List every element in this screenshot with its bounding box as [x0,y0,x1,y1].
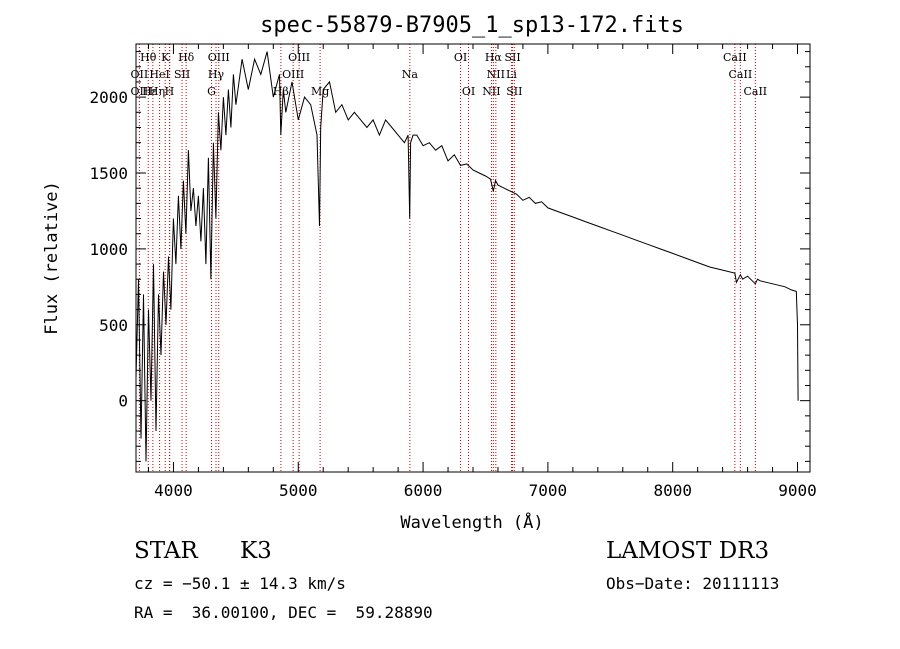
line-label-Hη: Hη [149,85,165,98]
object-class: STAR [134,538,198,564]
object-subclass: K3 [240,538,272,564]
line-label-SII: SII [174,68,190,81]
spectral-line-markers [138,44,756,472]
y-tick-label: 1000 [89,240,128,259]
x-tick-label: 7000 [529,481,568,500]
line-label-K: K [161,51,170,64]
flux-series-line [135,51,799,462]
x-tick-label: 9000 [778,481,817,500]
line-label-H: H [165,85,175,98]
line-label-Hα: Hα [485,51,503,64]
line-label-Na: Na [402,68,419,81]
line-label-Mg: Mg [311,85,329,98]
x-axis-ticks: 4000 5000 6000 7000 8000 9000 [147,44,817,500]
line-label-CaII: CaII [723,51,747,64]
x-tick-label: 6000 [404,481,443,500]
line-label-SII: SII [506,85,522,98]
line-label-OII: OII [131,85,149,98]
line-label-Li: Li [506,68,517,81]
coordinates: RA = 36.00100, DEC = 59.28890 [134,603,433,622]
line-label-OI: OI [462,85,475,98]
line-label-Hε: Hε [142,85,158,98]
y-tick-label: 1500 [89,164,128,183]
line-label-NII: NII [487,68,505,81]
x-tick-label: 4000 [154,481,193,500]
line-label-CaII: CaII [729,68,753,81]
plot-frame [135,43,811,473]
y-axis-ticks: 0 500 1000 1500 2000 [89,51,810,462]
x-axis-label: Wavelength (Å) [400,511,543,533]
line-label-G: G [207,85,216,98]
x-tick-label: 8000 [653,481,692,500]
chart-title: spec-55879-B7905_1_sp13-172.fits [260,13,684,38]
y-axis-label: Flux (relative) [42,181,62,335]
line-label-OIII: OIII [282,68,304,81]
survey-name: LAMOST DR3 [606,538,770,564]
line-label-Hθ: Hθ [140,51,157,64]
line-label-Hγ: Hγ [208,68,225,81]
line-label-OI: OI [454,51,467,64]
line-label-OII: OII [131,68,149,81]
y-tick-label: 500 [99,316,128,335]
line-label-HeI: HeI [149,68,169,81]
line-label-CaII: CaII [743,85,767,98]
line-label-Hδ: Hδ [178,51,195,64]
line-label-NII: NII [482,85,500,98]
y-tick-label: 2000 [89,88,128,107]
observation-date: Obs−Date: 20111113 [606,574,780,593]
x-tick-label: 5000 [279,481,318,500]
redshift-cz: cz = −50.1 ± 14.3 km/s [134,574,346,593]
line-label-SII: SII [504,51,520,64]
y-tick-label: 0 [118,392,128,411]
line-label-OIII: OIII [288,51,310,64]
line-label-OIII: OIII [208,51,230,64]
line-label-Hβ: Hβ [273,85,289,98]
